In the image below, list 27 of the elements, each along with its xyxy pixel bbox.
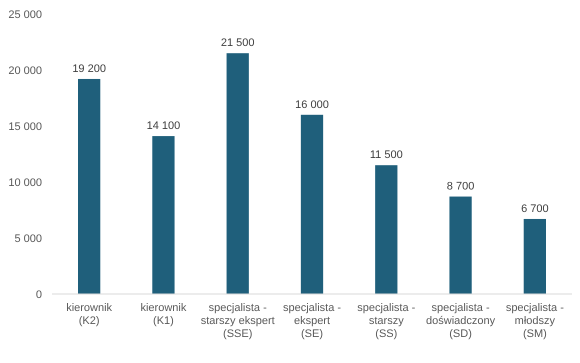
bar: [375, 165, 398, 294]
bar: [449, 196, 472, 294]
data-label: 21 500: [220, 37, 255, 50]
x-tick-label: specjalista - młodszy (SM): [506, 302, 564, 340]
bar: [524, 218, 546, 294]
y-tick-label: 20 000: [8, 64, 42, 77]
y-tick-label: 15 000: [8, 120, 42, 133]
x-tick-label: specjalista - ekspert (SE): [282, 302, 342, 340]
data-label: 14 100: [146, 120, 180, 132]
bar: [78, 78, 100, 294]
x-tick-label: specjalista - starszy (SS): [357, 302, 416, 340]
data-label: 6 700: [521, 202, 549, 215]
data-label: 11 500: [370, 149, 403, 162]
bar: [152, 136, 175, 294]
y-tick-label: 5 000: [14, 232, 42, 245]
data-label: 19 200: [72, 62, 106, 75]
y-tick-label: 0: [36, 288, 42, 301]
bar: [300, 114, 324, 294]
y-tick-label: 25 000: [8, 8, 42, 21]
x-tick-label: specjalista - doświadczony (SD): [426, 302, 496, 340]
x-tick-label: kierownik (K2): [66, 302, 113, 327]
data-label: 8 700: [446, 180, 474, 193]
data-label: 16 000: [295, 98, 329, 111]
y-tick-label: 10 000: [8, 176, 42, 189]
x-tick-label: kierownik (K1): [140, 302, 187, 327]
bar: [226, 53, 249, 294]
x-tick-label: specjalista - starszy ekspert (SSE): [200, 302, 275, 340]
